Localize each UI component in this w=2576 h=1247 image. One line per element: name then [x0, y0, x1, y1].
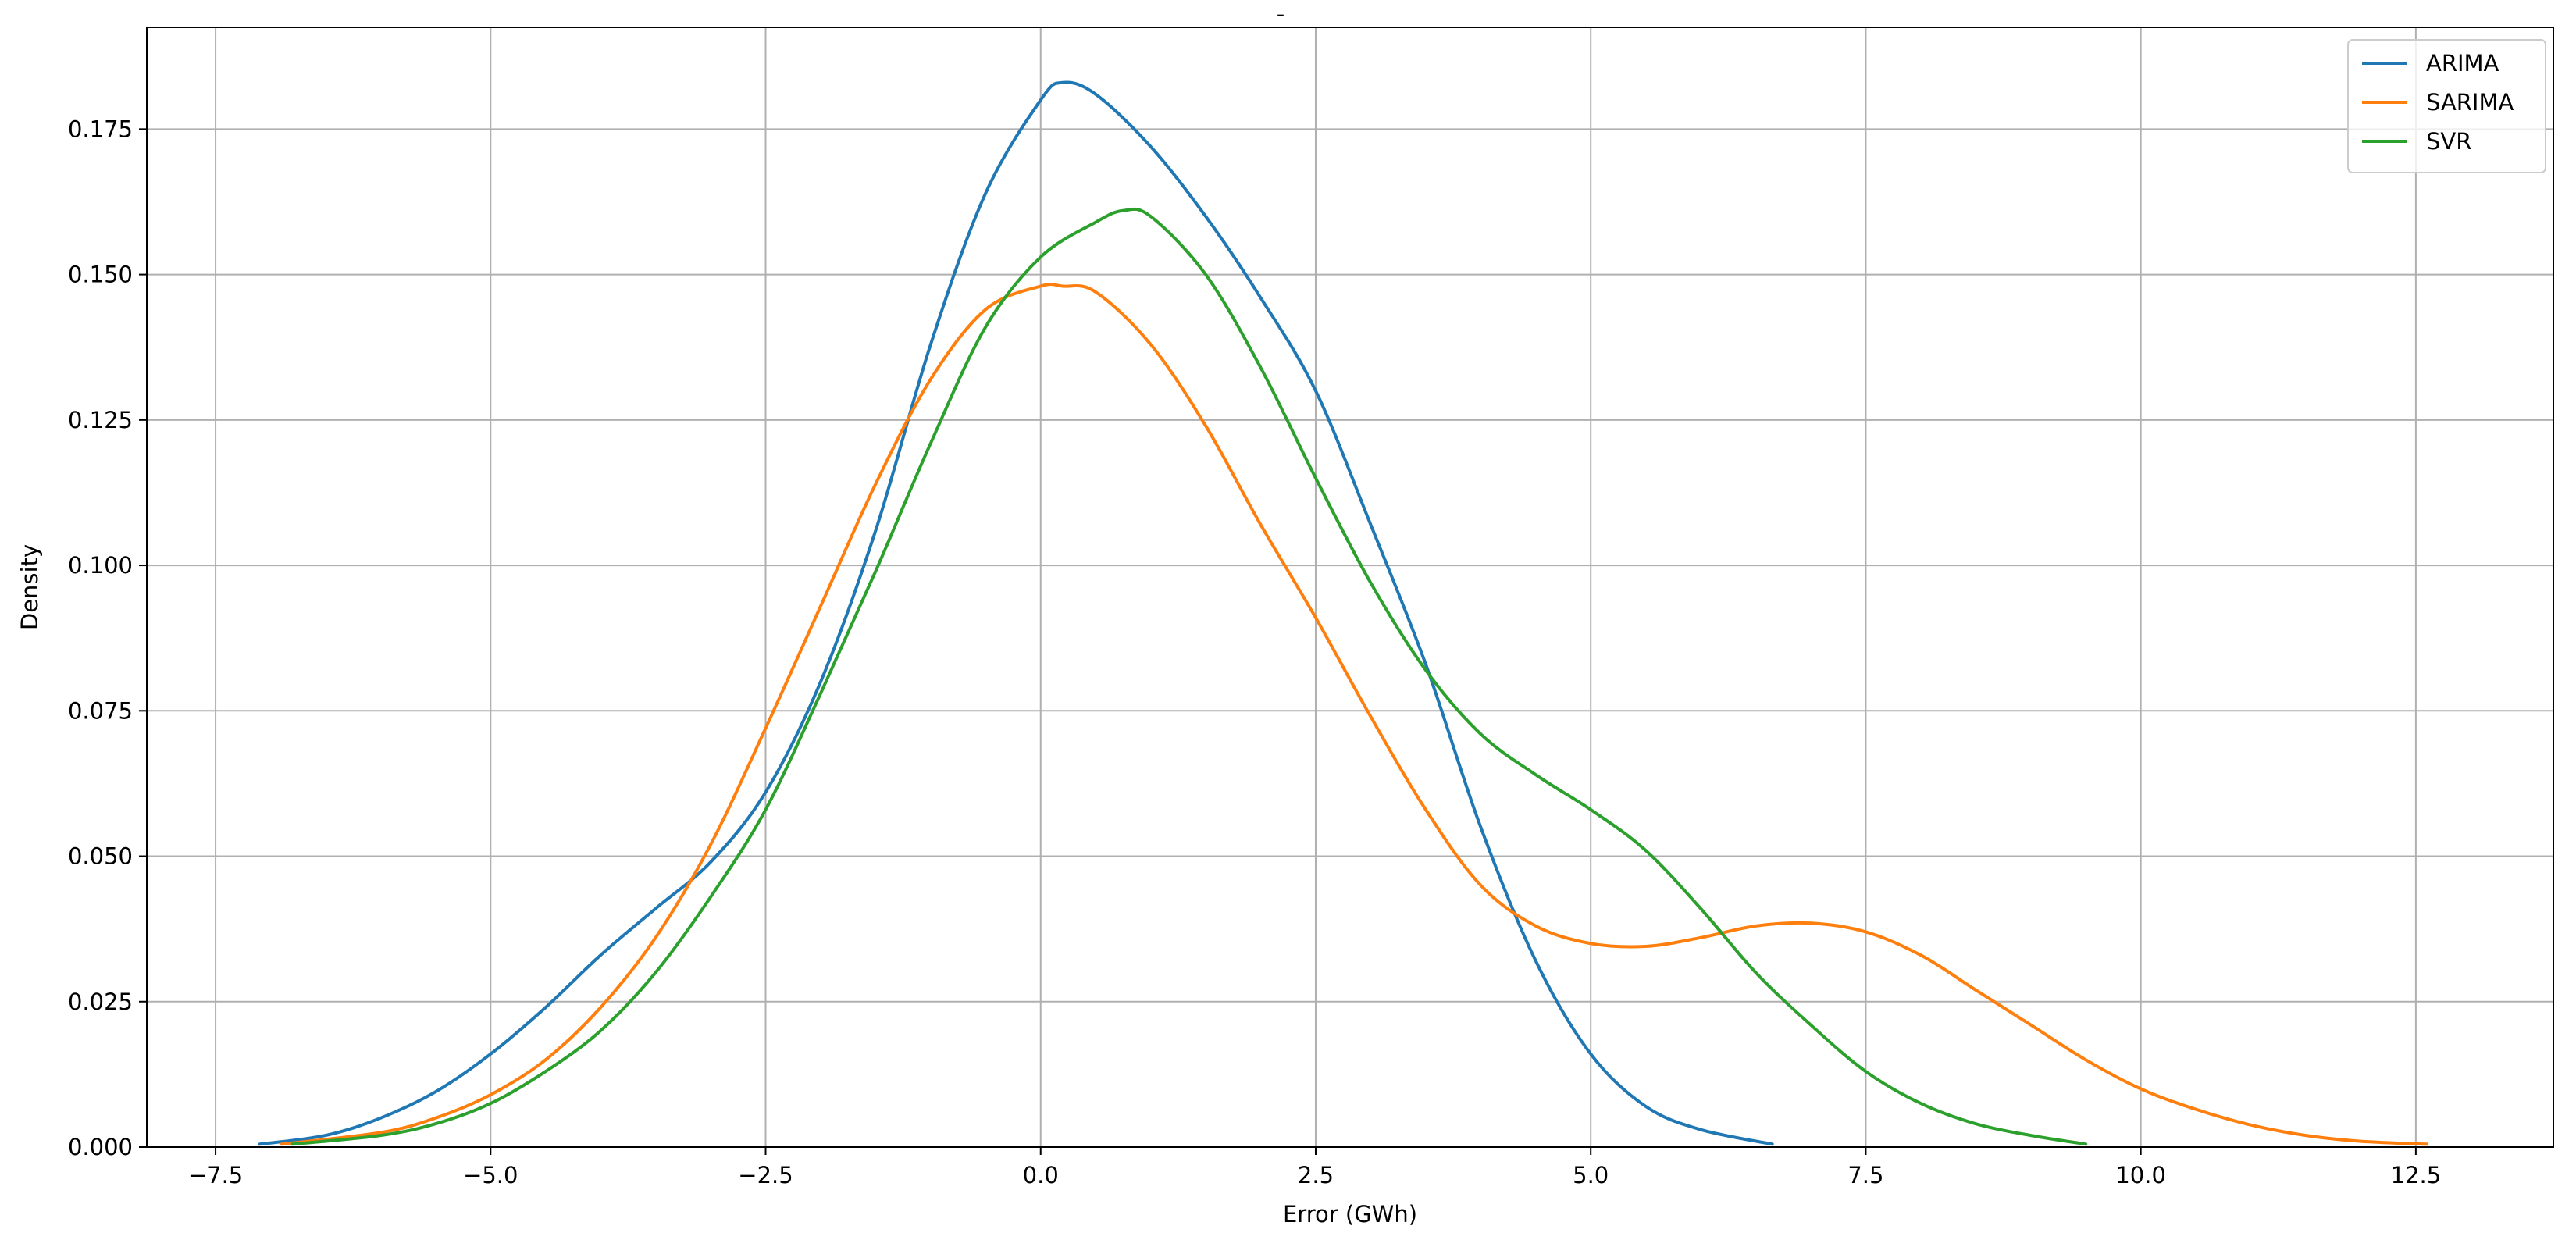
- x-axis-label: Error (GWh): [1283, 1201, 1417, 1227]
- axis-ticks: −7.5 −5.0 −2.5 0.0 2.5 5.0 7.5 10.0 12.5 0.000 0.0…: [68, 116, 2441, 1188]
- legend-box: [2347, 39, 2546, 173]
- series-line-sarima: [280, 282, 2428, 1146]
- legend-label-sarima: SARIMA: [2426, 89, 2514, 116]
- x-tick-label: 0.0: [1023, 1162, 1059, 1188]
- x-tick-label: 7.5: [1847, 1162, 1883, 1188]
- x-tick-label: −2.5: [738, 1162, 793, 1188]
- y-tick-label: 0.125: [68, 407, 133, 433]
- legend: ARIMA SARIMA SVR: [2347, 39, 2546, 173]
- plot-frame: [146, 27, 2554, 1148]
- series-line-svr: [290, 207, 2088, 1146]
- y-axis-label: Density: [16, 544, 43, 630]
- legend-label-svr: SVR: [2426, 128, 2471, 155]
- x-tick-label: −5.0: [463, 1162, 518, 1188]
- y-tick-label: 0.050: [68, 843, 133, 870]
- chart-title: -: [1277, 1, 1284, 27]
- y-tick-label: 0.175: [68, 116, 133, 142]
- y-tick-label: 0.075: [68, 697, 133, 724]
- y-tick-label: 0.100: [68, 552, 133, 579]
- series-layer: [258, 80, 2428, 1146]
- y-tick-label: 0.000: [68, 1134, 133, 1160]
- series-line-arima: [258, 80, 1774, 1146]
- x-tick-label: 10.0: [2115, 1162, 2166, 1188]
- x-tick-label: 12.5: [2391, 1162, 2442, 1188]
- legend-label-arima: ARIMA: [2426, 50, 2499, 77]
- x-tick-label: 5.0: [1573, 1162, 1609, 1188]
- x-tick-label: 2.5: [1298, 1162, 1334, 1188]
- y-tick-label: 0.150: [68, 262, 133, 288]
- x-tick-label: −7.5: [188, 1162, 243, 1188]
- y-tick-label: 0.025: [68, 989, 133, 1015]
